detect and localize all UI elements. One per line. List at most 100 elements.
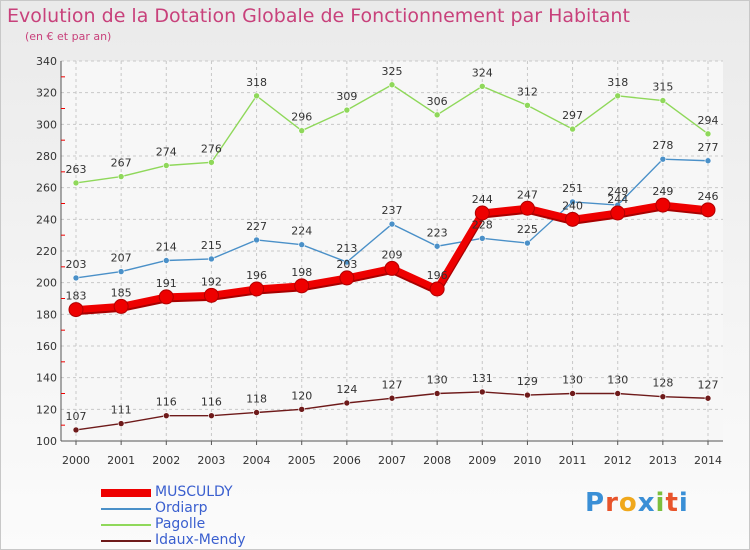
legend-item: Idaux-Mendy <box>101 532 361 549</box>
data-point <box>384 260 400 276</box>
data-label: 116 <box>156 396 177 409</box>
data-point <box>614 390 622 397</box>
data-label: 325 <box>382 65 403 78</box>
data-label: 294 <box>698 114 719 127</box>
data-label: 297 <box>562 109 583 122</box>
legend-swatch <box>101 489 151 497</box>
data-point <box>474 205 490 221</box>
legend-item: MUSCULDY <box>101 484 361 501</box>
y-tick-label: 220 <box>36 245 57 258</box>
x-tick-label: 2009 <box>468 454 496 467</box>
data-label: 247 <box>517 188 538 201</box>
grid <box>61 60 723 442</box>
data-point <box>72 426 80 434</box>
data-label: 312 <box>517 85 538 98</box>
data-label: 203 <box>66 258 87 271</box>
data-point <box>162 257 170 264</box>
data-label: 207 <box>111 252 132 265</box>
x-tick-label: 2010 <box>513 454 541 467</box>
data-label: 130 <box>427 374 448 387</box>
data-point <box>343 106 351 114</box>
data-label: 249 <box>652 185 673 198</box>
legend-label: MUSCULDY <box>155 484 233 500</box>
data-label: 223 <box>427 226 448 239</box>
data-point <box>162 412 170 419</box>
series-idaux-mendy <box>72 388 712 434</box>
proxiti-logo: Proxiti <box>585 488 689 518</box>
legend-label: Pagolle <box>155 516 206 532</box>
x-tick-label: 2000 <box>62 454 90 467</box>
data-point <box>72 179 80 187</box>
data-point <box>253 92 260 100</box>
y-tick-label: 300 <box>36 118 57 131</box>
y-tick-label: 260 <box>36 182 57 195</box>
logo-letter: i <box>655 488 666 518</box>
data-label: 228 <box>472 218 493 231</box>
data-point <box>339 270 355 286</box>
data-label: 274 <box>156 146 177 159</box>
data-label: 278 <box>652 139 673 152</box>
data-label: 196 <box>246 269 267 282</box>
legend: MUSCULDY Ordiarp Pagolle Idaux-Mendy <box>101 484 361 549</box>
chart-subtitle: (en € et par an) <box>25 30 112 43</box>
data-label: 198 <box>291 266 312 279</box>
data-label: 324 <box>472 66 493 79</box>
data-label: 267 <box>111 157 132 170</box>
y-tick-label: 200 <box>36 277 57 290</box>
data-label: 246 <box>698 190 719 203</box>
series-musculdy <box>68 197 716 318</box>
data-point <box>203 287 219 303</box>
data-label: 124 <box>336 383 357 396</box>
data-label: 296 <box>291 111 312 124</box>
legend-item: Ordiarp <box>101 500 361 517</box>
data-point <box>524 239 531 247</box>
data-point <box>72 274 80 282</box>
data-label: 237 <box>382 204 403 217</box>
data-point <box>298 241 306 248</box>
data-label: 277 <box>698 141 719 154</box>
series-ordiarp <box>72 155 712 282</box>
x-tick-label: 2012 <box>604 454 632 467</box>
data-point <box>659 155 667 163</box>
x-tick-label: 2004 <box>243 454 271 467</box>
y-tick-label: 280 <box>36 150 57 163</box>
x-tick-label: 2011 <box>559 454 587 467</box>
x-tick-label: 2013 <box>649 454 677 467</box>
data-label: 107 <box>66 410 87 423</box>
data-point <box>117 268 125 275</box>
data-point <box>610 205 626 221</box>
logo-letter: P <box>585 488 606 518</box>
logo-letter: o <box>618 488 638 518</box>
y-tick-label: 160 <box>36 340 57 353</box>
data-point <box>388 394 396 402</box>
data-label: 225 <box>517 223 538 236</box>
data-point <box>433 242 441 250</box>
data-label: 127 <box>382 378 403 391</box>
data-point <box>478 388 486 396</box>
data-label: 240 <box>562 199 583 212</box>
data-point <box>565 211 581 227</box>
data-point <box>433 111 441 119</box>
y-tick-label: 140 <box>36 372 57 385</box>
y-tick-label: 180 <box>36 308 57 321</box>
data-label: 309 <box>336 90 357 103</box>
data-point <box>298 406 306 413</box>
data-point <box>704 394 712 402</box>
x-tick-label: 2005 <box>288 454 316 467</box>
data-point <box>343 399 351 407</box>
y-tick-label: 320 <box>36 87 57 100</box>
legend-label: Ordiarp <box>155 500 208 516</box>
data-label: 191 <box>156 277 177 290</box>
data-label: 183 <box>66 290 87 303</box>
legend-label: Idaux-Mendy <box>155 532 246 548</box>
x-tick-label: 2001 <box>107 454 135 467</box>
data-point <box>388 81 396 89</box>
data-label: 128 <box>652 377 673 390</box>
data-point <box>524 391 531 399</box>
data-point <box>569 390 576 397</box>
data-label: 196 <box>427 269 448 282</box>
x-tick-label: 2007 <box>378 454 406 467</box>
data-label: 315 <box>652 81 673 94</box>
